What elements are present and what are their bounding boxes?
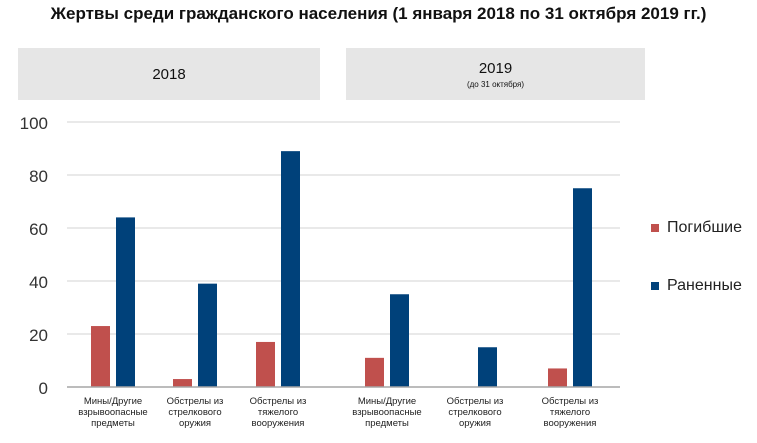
x-tick-label: Мины/Другие xyxy=(358,396,416,407)
y-tick-label: 60 xyxy=(29,220,48,239)
legend-swatch xyxy=(651,282,659,290)
y-tick-label: 20 xyxy=(29,326,48,345)
legend-label: Раненные xyxy=(667,277,742,294)
x-tick-label: вооружения xyxy=(252,418,305,429)
y-tick-label: 40 xyxy=(29,273,48,292)
y-tick-label: 80 xyxy=(29,167,48,186)
bar-killed xyxy=(548,368,567,387)
group-label: 2018 xyxy=(152,65,186,83)
x-tick-label: оружия xyxy=(179,418,211,429)
bar-killed xyxy=(256,341,275,387)
legend-swatch xyxy=(651,224,659,232)
x-tick-label: вооружения xyxy=(544,418,597,429)
bar-killed xyxy=(173,379,192,387)
y-tick-label: 100 xyxy=(20,114,48,133)
group-sublabel: (до 31 октября) xyxy=(466,79,525,89)
legend-item-wounded: Раненные xyxy=(651,277,742,295)
group-header-2018: 2018 xyxy=(18,48,320,100)
x-tick-label: Обстрелы из xyxy=(542,396,599,407)
bar-killed xyxy=(365,357,384,387)
bar-wounded xyxy=(390,294,409,387)
bar-wounded xyxy=(478,347,497,387)
x-tick-label: тяжелого xyxy=(550,407,590,418)
legend-item-killed: Погибшие xyxy=(651,219,742,237)
x-tick-label: Обстрелы из xyxy=(447,396,504,407)
x-tick-label: оружия xyxy=(459,418,491,429)
x-tick-label: Мины/Другие xyxy=(84,396,142,407)
group-header-2019: 2019 (до 31 октября) xyxy=(346,48,645,100)
x-tick-label: Обстрелы из xyxy=(250,396,307,407)
x-tick-label: стрелкового xyxy=(448,407,501,418)
y-tick-label: 0 xyxy=(39,379,48,398)
x-tick-label: предметы xyxy=(365,418,409,429)
x-tick-label: тяжелого xyxy=(258,407,298,418)
legend-label: Погибшие xyxy=(667,219,743,236)
bar-wounded xyxy=(281,151,300,387)
bar-wounded xyxy=(116,217,135,387)
x-tick-label: взрывоопасные xyxy=(78,407,147,418)
bar-killed xyxy=(91,326,110,387)
x-tick-label: Обстрелы из xyxy=(167,396,224,407)
x-tick-label: стрелкового xyxy=(168,407,221,418)
x-tick-label: взрывоопасные xyxy=(352,407,421,418)
group-label: 2019 xyxy=(478,59,513,77)
chart-title: Жертвы среди гражданского населения (1 я… xyxy=(50,4,707,23)
bar-wounded xyxy=(198,283,217,387)
bar-wounded xyxy=(573,188,592,387)
x-tick-label: предметы xyxy=(91,418,135,429)
